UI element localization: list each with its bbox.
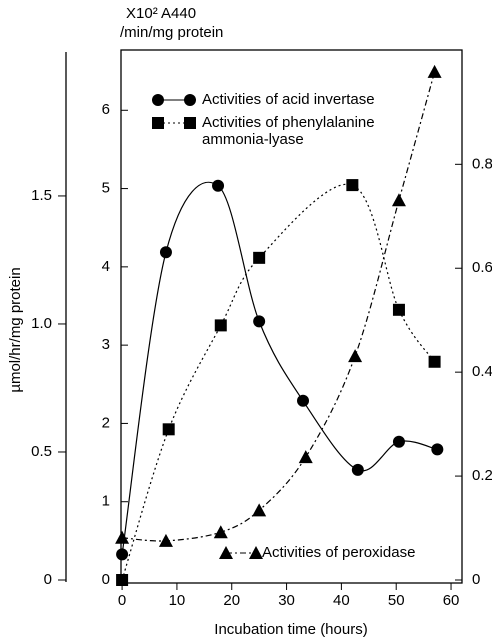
y3-tick-label: 0.5 — [31, 443, 52, 460]
y3-tick-label: 1.0 — [31, 315, 52, 332]
y-tick-label: 6 — [102, 101, 110, 118]
x-tick-label: 30 — [278, 592, 295, 609]
marker — [348, 349, 363, 363]
y-tick-label: 4 — [102, 258, 110, 275]
marker — [298, 450, 313, 464]
marker — [351, 463, 364, 476]
x-tick-label: 20 — [223, 592, 240, 609]
y2-tick-label: 0 — [472, 571, 480, 588]
y2-tick-label: 0.6 — [472, 259, 492, 276]
marker — [252, 503, 267, 517]
marker — [392, 435, 405, 448]
y3-label: µmol/hr/mg protein — [7, 267, 24, 392]
legend-text: Activities of peroxidase — [262, 544, 416, 561]
marker — [212, 179, 225, 192]
y-label-top-unit: /min/mg protein — [120, 24, 223, 41]
x-tick-label: 50 — [388, 592, 405, 609]
legend-marker — [184, 117, 196, 129]
y2-tick-label: 0.2 — [472, 467, 492, 484]
legend-marker — [152, 94, 164, 106]
marker — [428, 355, 441, 368]
y3-tick-label: 0 — [44, 571, 52, 588]
y-tick-label: 1 — [102, 493, 110, 510]
marker — [431, 443, 444, 456]
marker — [253, 251, 266, 264]
y2-tick-label: 0.4 — [472, 363, 492, 380]
y-tick-label: 5 — [102, 180, 110, 197]
marker — [115, 530, 130, 544]
legend-text: Activities of acid invertase — [202, 91, 375, 108]
plot-frame — [120, 49, 463, 584]
y2-tick-label: 0.8 — [472, 155, 492, 172]
x-tick-label: 60 — [443, 592, 460, 609]
x-tick-label: 40 — [333, 592, 350, 609]
marker — [391, 193, 406, 207]
marker — [427, 64, 442, 78]
y-label-top: X10² A440 — [126, 5, 196, 22]
marker — [158, 533, 173, 547]
marker — [116, 574, 129, 586]
y-tick-label: 0 — [102, 571, 110, 588]
marker — [214, 319, 227, 332]
y-tick-label: 2 — [102, 414, 110, 431]
marker — [159, 246, 172, 259]
marker — [253, 315, 266, 328]
x-tick-label: 10 — [169, 592, 186, 609]
legend-marker — [249, 546, 263, 559]
y3-tick-label: 1.5 — [31, 187, 52, 204]
marker — [392, 303, 405, 316]
x-label: Incubation time (hours) — [214, 621, 367, 638]
series-line — [121, 181, 438, 555]
legend-marker — [219, 546, 233, 559]
marker — [297, 394, 310, 407]
y-tick-label: 3 — [102, 336, 110, 353]
legend-marker — [152, 117, 164, 129]
x-tick-label: 0 — [118, 592, 126, 609]
legend-marker — [184, 94, 196, 106]
legend-text: Activities of phenylalanine ammonia-lyas… — [202, 114, 375, 148]
marker — [162, 423, 175, 436]
marker — [116, 548, 129, 561]
marker — [346, 179, 359, 192]
marker — [213, 525, 228, 539]
